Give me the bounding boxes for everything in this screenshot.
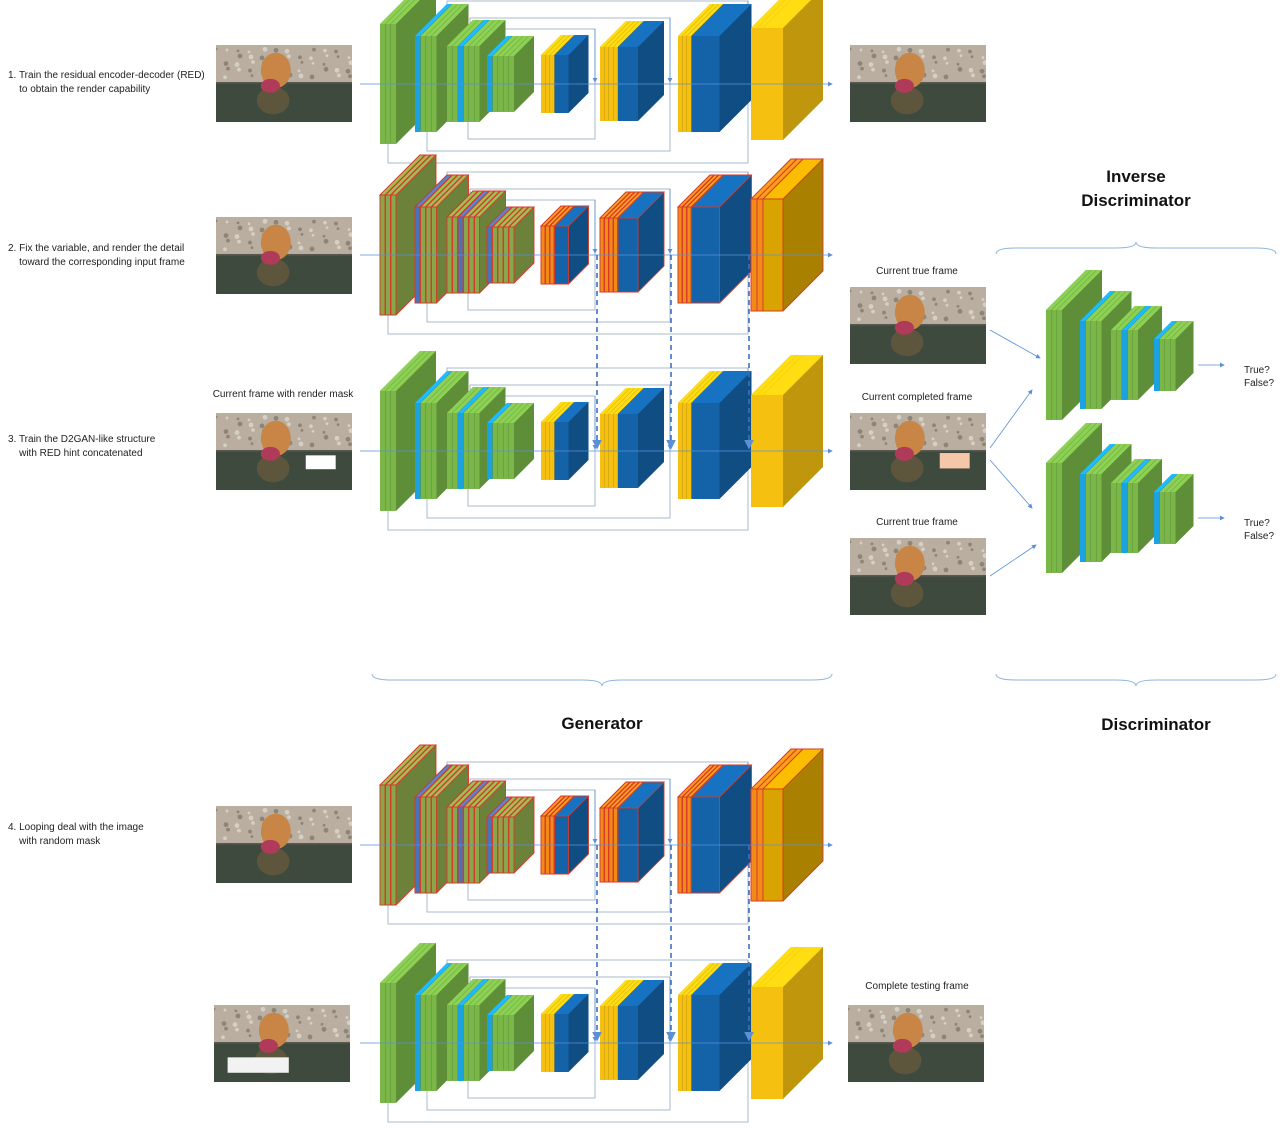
reflection — [888, 1046, 922, 1075]
disc-input-arrow-2 — [989, 459, 1033, 509]
encoder-layer-3-4 — [509, 36, 534, 112]
disc-bottom-output: True? False? — [1244, 518, 1275, 542]
dog-harness — [260, 250, 280, 265]
disc-top-output: True? False? — [1244, 365, 1275, 389]
dog-harness — [894, 78, 914, 93]
step-3-text: 3. Train the D2GAN-like structure with R… — [8, 433, 155, 461]
step-4-line2: with random mask — [8, 836, 101, 847]
reflection — [890, 454, 924, 483]
true-frame-bottom-caption: Current true frame — [876, 517, 958, 528]
discriminator-network-standard — [1046, 423, 1225, 573]
step-3-line2: with RED hint concatenated — [8, 448, 143, 459]
step-1-text: 1. Train the residual encoder-decoder (R… — [8, 69, 205, 97]
reflection — [256, 258, 290, 287]
generator-network-4 — [360, 744, 833, 925]
reflection — [890, 86, 924, 115]
render-mask — [305, 455, 336, 470]
discriminator-title: Discriminator — [1101, 715, 1211, 734]
generator-title: Generator — [561, 714, 643, 733]
discriminator-brace — [995, 673, 1277, 687]
reflection — [256, 454, 290, 483]
output-frame-1 — [850, 45, 986, 122]
complete-testing-frame — [848, 1005, 984, 1082]
disc-layer-3-3 — [1170, 321, 1194, 391]
reflection — [256, 86, 290, 115]
dog-harness — [260, 78, 280, 93]
step-3-line1: 3. Train the D2GAN-like structure — [8, 434, 156, 445]
disc-input-arrow-0 — [989, 329, 1041, 359]
step-4-line1: 4. Looping deal with the image — [8, 822, 144, 833]
generator-network-3 — [360, 351, 833, 531]
masked-input-frame — [216, 413, 352, 490]
completed-frame-caption: Current completed frame — [861, 392, 973, 403]
disc-input-arrow-1 — [989, 389, 1033, 449]
inverse-discriminator-title: Inverse Discriminator — [1081, 167, 1191, 210]
dog-harness — [894, 446, 914, 461]
render-mask — [227, 1057, 289, 1073]
step-1-line2: to obtain the render capability — [8, 84, 151, 95]
step-2-line2: toward the corresponding input frame — [8, 257, 185, 268]
generator-brace — [371, 673, 833, 687]
disc-layer-3-3 — [1170, 474, 1194, 544]
input-frame-1 — [216, 45, 352, 122]
step-1-line1: 1. Train the residual encoder-decoder (R… — [8, 70, 205, 81]
reflection — [890, 328, 924, 357]
complete-testing-caption: Complete testing frame — [865, 981, 969, 992]
generator-network-5 — [360, 943, 833, 1123]
dog-harness — [894, 571, 914, 586]
reflection — [256, 847, 290, 876]
step-2-text: 2. Fix the variable, and render the deta… — [8, 242, 185, 270]
disc-input-arrow-3 — [989, 544, 1037, 577]
step-2-line1: 2. Fix the variable, and render the deta… — [8, 243, 185, 254]
generator-network-2 — [360, 154, 833, 335]
true-frame-top — [850, 287, 986, 364]
dog-harness — [892, 1038, 912, 1053]
input-frame-4 — [216, 806, 352, 883]
dog-harness — [260, 446, 280, 461]
reflection — [890, 579, 924, 608]
dog-harness — [258, 1038, 278, 1053]
step-4-text: 4. Looping deal with the image with rand… — [8, 821, 144, 849]
generator-network-1 — [360, 0, 833, 164]
input-frame-2 — [216, 217, 352, 294]
encoder-layer-3-4 — [509, 403, 534, 479]
inverse-discriminator-brace — [995, 241, 1277, 255]
random-mask-frame — [214, 1005, 350, 1082]
encoder-layer-3-4 — [509, 995, 534, 1071]
discriminator-network-inverse — [1046, 270, 1225, 420]
dog-harness — [260, 839, 280, 854]
true-frame-bottom — [850, 538, 986, 615]
masked-frame-caption: Current frame with render mask — [212, 389, 354, 400]
completed-frame — [850, 413, 986, 490]
true-frame-top-caption: Current true frame — [876, 266, 958, 277]
render-mask — [939, 453, 970, 469]
dog-harness — [894, 320, 914, 335]
